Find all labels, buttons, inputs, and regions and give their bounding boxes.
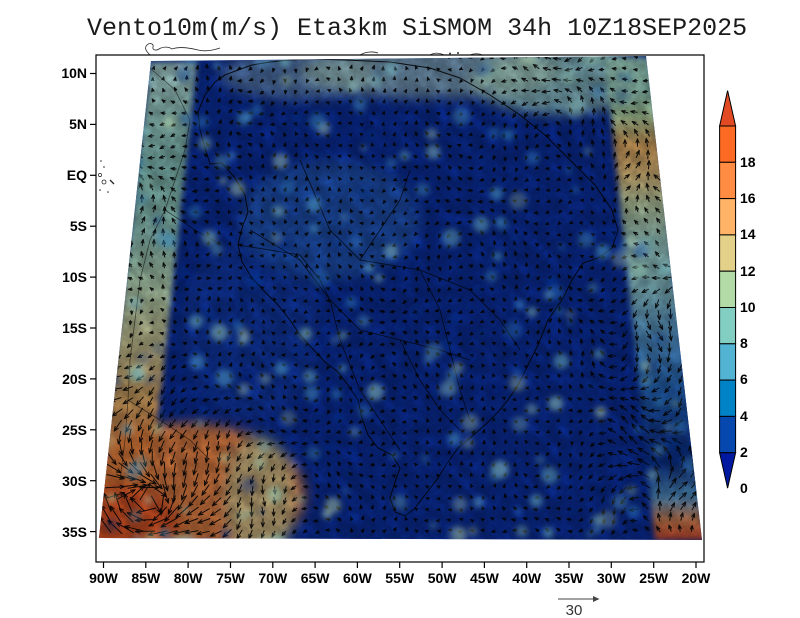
svg-text:65W: 65W xyxy=(301,570,331,586)
svg-text:12: 12 xyxy=(740,263,756,279)
svg-text:15S: 15S xyxy=(62,320,87,336)
svg-text:45W: 45W xyxy=(470,570,500,586)
svg-text:20S: 20S xyxy=(62,371,87,387)
svg-text:10: 10 xyxy=(740,299,756,315)
svg-text:16: 16 xyxy=(740,190,756,206)
svg-text:35S: 35S xyxy=(62,524,87,540)
svg-text:20W: 20W xyxy=(682,570,712,586)
svg-text:0: 0 xyxy=(740,480,748,496)
svg-text:25W: 25W xyxy=(639,570,669,586)
svg-text:60W: 60W xyxy=(343,570,373,586)
svg-text:8: 8 xyxy=(740,335,748,351)
svg-text:35W: 35W xyxy=(555,570,585,586)
svg-text:30W: 30W xyxy=(597,570,627,586)
svg-text:5S: 5S xyxy=(70,218,87,234)
svg-text:4: 4 xyxy=(740,408,748,424)
svg-text:14: 14 xyxy=(740,226,756,242)
svg-text:30: 30 xyxy=(566,602,583,618)
svg-text:50W: 50W xyxy=(428,570,458,586)
svg-text:30S: 30S xyxy=(62,473,87,489)
svg-text:18: 18 xyxy=(740,154,756,170)
svg-text:25S: 25S xyxy=(62,422,87,438)
svg-text:90W: 90W xyxy=(89,570,119,586)
svg-text:85W: 85W xyxy=(131,570,161,586)
svg-text:75W: 75W xyxy=(216,570,246,586)
svg-text:6: 6 xyxy=(740,371,748,387)
svg-text:40W: 40W xyxy=(512,570,542,586)
svg-text:80W: 80W xyxy=(174,570,204,586)
svg-text:10N: 10N xyxy=(61,65,87,81)
svg-text:55W: 55W xyxy=(385,570,415,586)
svg-text:EQ: EQ xyxy=(67,167,87,183)
svg-text:5N: 5N xyxy=(69,116,87,132)
svg-text:2: 2 xyxy=(740,444,748,460)
svg-text:10S: 10S xyxy=(62,269,87,285)
svg-text:70W: 70W xyxy=(258,570,288,586)
